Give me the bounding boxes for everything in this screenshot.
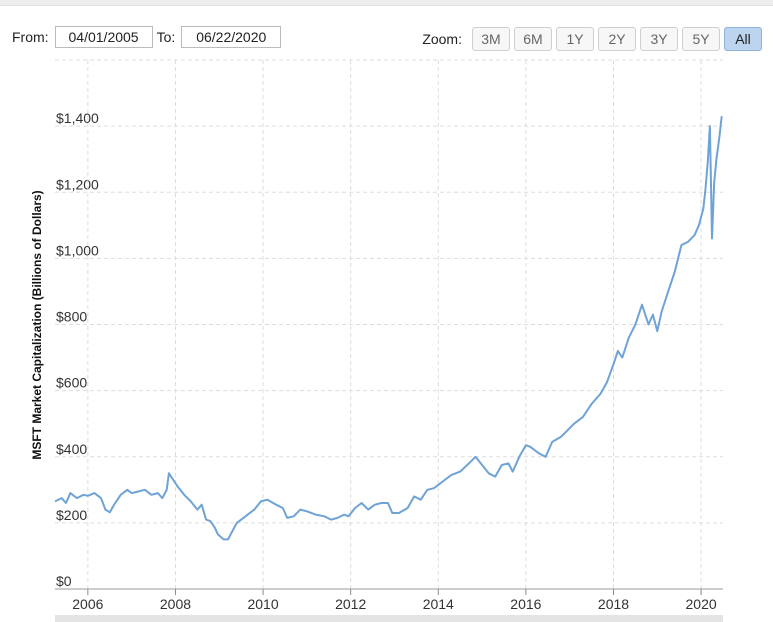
zoom-6m-button[interactable]: 6M <box>514 27 552 51</box>
y-tick-label: $600 <box>56 375 87 391</box>
date-range-selector: From: To: <box>12 26 282 48</box>
zoom-all-button[interactable]: All <box>724 27 762 51</box>
x-tick-label: 2012 <box>335 596 366 612</box>
to-label: To: <box>156 29 176 45</box>
zoom-5y-button[interactable]: 5Y <box>682 27 720 51</box>
x-tick-label: 2018 <box>598 596 629 612</box>
x-tick-label: 2014 <box>423 596 454 612</box>
series-line <box>54 116 723 541</box>
y-tick-label: $800 <box>56 309 87 325</box>
top-rule <box>0 0 773 6</box>
x-tick-label: 2008 <box>160 596 191 612</box>
zoom-controls: Zoom: 3M 6M 1Y 2Y 3Y 5Y All <box>422 27 762 51</box>
zoom-2y-button[interactable]: 2Y <box>598 27 636 51</box>
zoom-3m-button[interactable]: 3M <box>472 27 510 51</box>
x-tick-label: 2016 <box>510 596 541 612</box>
to-date-input[interactable] <box>181 26 282 48</box>
y-tick-label: $1,000 <box>56 242 99 258</box>
y-tick-label: $0 <box>56 573 72 589</box>
from-label: From: <box>12 29 49 45</box>
y-tick-label: $1,400 <box>56 110 99 126</box>
y-tick-label: $200 <box>56 507 87 523</box>
y-tick-label: $1,200 <box>56 176 99 192</box>
zoom-label: Zoom: <box>422 31 462 47</box>
y-axis-title: MSFT Market Capitalization (Billions of … <box>30 190 44 459</box>
y-tick-label: $400 <box>56 441 87 457</box>
from-date-input[interactable] <box>54 26 153 48</box>
x-tick-label: 2020 <box>686 596 717 612</box>
zoom-1y-button[interactable]: 1Y <box>556 27 594 51</box>
zoom-3y-button[interactable]: 3Y <box>640 27 678 51</box>
x-tick-label: 2006 <box>72 596 103 612</box>
chart-scrollbar[interactable] <box>55 615 723 622</box>
x-tick-label: 2010 <box>247 596 278 612</box>
